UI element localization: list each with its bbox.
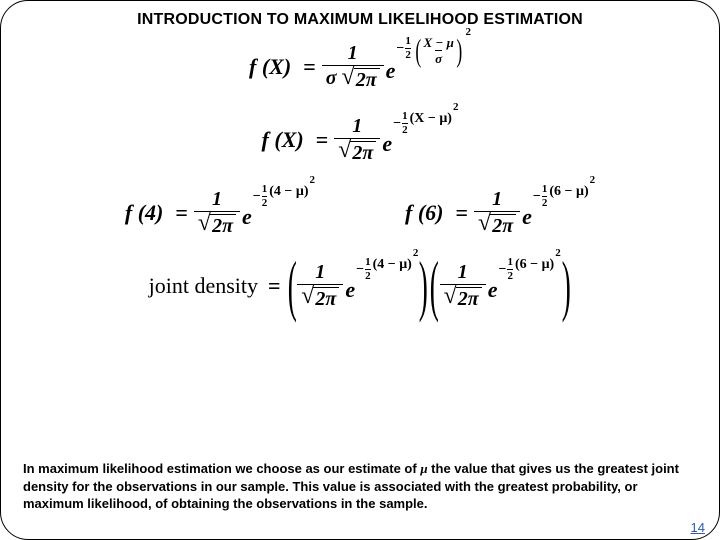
joint-factor-2: ( 1 √2π e −	[429, 262, 571, 309]
eq-sign: =	[303, 54, 316, 80]
e-base: e	[386, 58, 396, 84]
eq1-frac: 1 σ √2π	[322, 43, 384, 90]
equations-area: f (X) = 1 σ √2π e − 1 2	[23, 43, 697, 309]
eq1-lhs: f (X)	[249, 54, 291, 80]
caption-text: In maximum likelihood estimation we choo…	[23, 460, 697, 513]
eq1-exponent: − 1 2 ( X − μ σ ) 2	[396, 36, 471, 65]
equation-4: f (6) = 1 √2π e − 1 2	[405, 189, 595, 236]
slide-title: INTRODUCTION TO MAXIMUM LIKELIHOOD ESTIM…	[23, 11, 697, 29]
mu-symbol: μ	[420, 461, 427, 476]
equation-2: f (X) = 1 √2π e − 1 2 (X	[23, 116, 697, 163]
slide-frame: INTRODUCTION TO MAXIMUM LIKELIHOOD ESTIM…	[0, 0, 720, 540]
joint-factor-1: ( 1 √2π e −	[287, 262, 429, 309]
page-number: 14	[691, 520, 705, 535]
equation-1: f (X) = 1 σ √2π e − 1 2	[23, 43, 697, 90]
equation-joint: joint density = ( 1 √2π e	[23, 262, 697, 309]
joint-density-label: joint density	[149, 273, 258, 299]
equation-3: f (4) = 1 √2π e − 1 2	[125, 189, 315, 236]
sqrt: √2π	[342, 68, 380, 90]
equation-pair: f (4) = 1 √2π e − 1 2	[23, 189, 697, 236]
